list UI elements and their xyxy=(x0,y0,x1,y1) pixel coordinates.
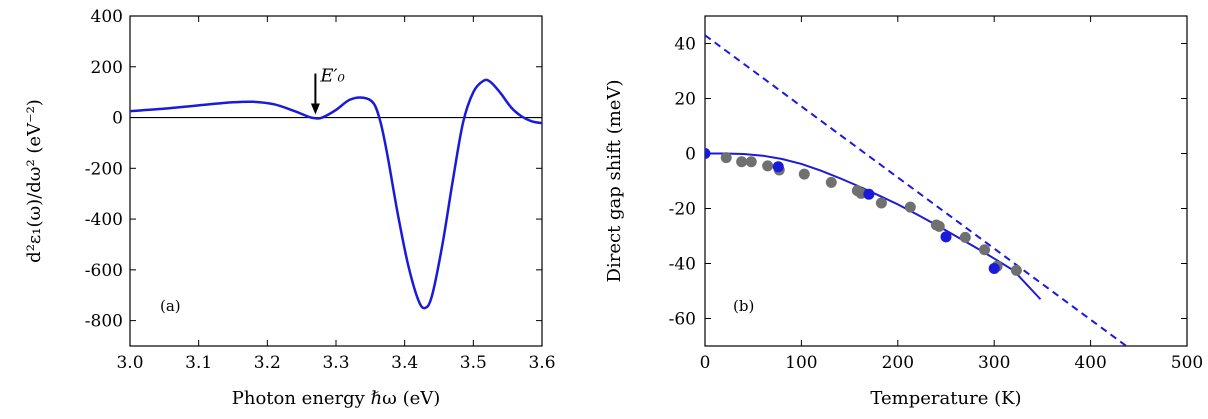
a-ytick-label: -800 xyxy=(85,312,123,332)
b-ytick-label: 40 xyxy=(674,35,696,55)
b-ytick-label: 20 xyxy=(674,90,696,110)
b-experiment-point xyxy=(959,231,971,243)
b-xtick-label: 200 xyxy=(882,353,914,373)
b-calculated-point xyxy=(863,188,875,200)
a-ytick-label: -600 xyxy=(85,261,123,281)
a-xtick-label: 3.3 xyxy=(322,353,349,373)
panel-b-ticks: 0 100 200 300 400 500 -60 -40 -20 0 20 40 xyxy=(669,16,1203,373)
b-experiment-point xyxy=(762,160,774,172)
b-experiment-point xyxy=(736,156,748,168)
panel-b-plot-area xyxy=(705,34,1127,346)
panel-b-xlabel: Temperature (K) xyxy=(870,388,1021,409)
b-fit-line xyxy=(705,152,1042,300)
panel-b-frame xyxy=(704,15,1188,347)
b-xtick-label: 300 xyxy=(978,353,1010,373)
a-ytick-label: -200 xyxy=(85,159,123,179)
a-xtick-label: 3.2 xyxy=(254,353,281,373)
b-experiment-point xyxy=(875,197,887,209)
a-ytick-label: 400 xyxy=(91,7,123,27)
b-xtick-label: 400 xyxy=(1074,353,1106,373)
b-ytick-label: -20 xyxy=(669,200,696,220)
b-experiment-point xyxy=(745,156,757,168)
a-xtick-label: 3.6 xyxy=(528,353,555,373)
b-ytick-label: -60 xyxy=(669,310,696,330)
a-ytick-label: -400 xyxy=(85,210,123,230)
panel-a: 3.0 3.1 3.2 3.3 3.4 3.5 3.6 -800 -600 -400 -200 0 20… xyxy=(24,7,556,409)
b-calculated-point xyxy=(772,161,784,173)
b-linear-line xyxy=(705,34,1127,346)
panel-a-xlabel: Photon energy ℏω (eV) xyxy=(232,388,441,409)
panel-a-ylabel: d²ε₁(ω)/dω² (eV⁻²) xyxy=(24,99,45,263)
a-xtick-label: 3.4 xyxy=(391,353,418,373)
b-xtick-label: 500 xyxy=(1171,353,1203,373)
a-ytick-label: 200 xyxy=(91,58,123,78)
b-xtick-label: 100 xyxy=(785,353,817,373)
b-xtick-label: 0 xyxy=(700,353,711,373)
panel-a-label: (a) xyxy=(160,297,181,315)
b-experiment-point xyxy=(798,168,810,180)
a-xtick-label: 3.1 xyxy=(185,353,212,373)
panel-a-curve xyxy=(129,78,543,310)
b-experiment-point xyxy=(825,176,837,188)
b-experiment-point xyxy=(933,220,945,232)
panel-a-arrowhead xyxy=(310,103,320,115)
a-xtick-label: 3.5 xyxy=(460,353,487,373)
b-experiment-point xyxy=(904,201,916,213)
panel-a-annotation: E′₀ xyxy=(319,66,344,87)
b-ytick-label: -40 xyxy=(669,255,696,275)
panel-b: 0 100 200 300 400 500 -60 -40 -20 0 20 40 (b) Tempe… xyxy=(604,15,1203,409)
b-experiment-point xyxy=(720,152,732,164)
b-calculated-point xyxy=(988,262,1000,274)
b-experiment-point xyxy=(979,244,991,256)
b-experiment-point xyxy=(1010,264,1022,276)
b-ytick-label: 0 xyxy=(685,145,696,165)
a-ytick-label: 0 xyxy=(112,109,123,129)
b-calculated-point xyxy=(705,148,711,159)
panel-b-label: (b) xyxy=(733,297,754,315)
panel-a-ticks: 3.0 3.1 3.2 3.3 3.4 3.5 3.6 -800 -600 -400 -200 0 20… xyxy=(85,7,556,373)
a-xtick-label: 3.0 xyxy=(116,353,143,373)
b-calculated-point xyxy=(940,231,952,243)
panel-b-ylabel: Direct gap shift (meV) xyxy=(604,80,625,283)
